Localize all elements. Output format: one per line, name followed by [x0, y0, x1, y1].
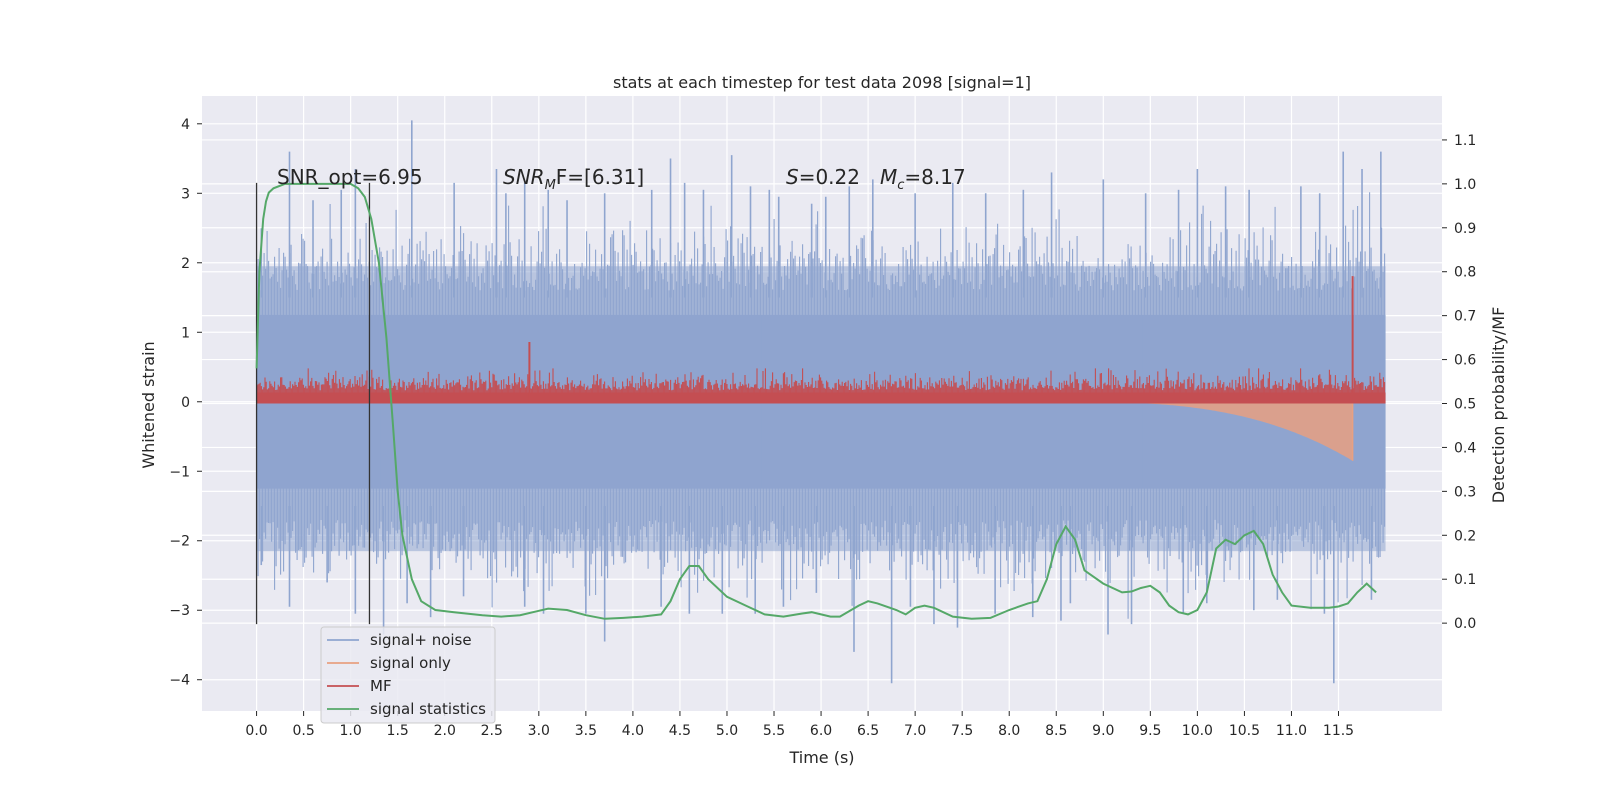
- x-axis-ticks: 0.0 0.5 1.0 1.5 2.0 2.5 3.0 3.5 4.0 4.5 5.0 5.5 6.0 6…: [245, 711, 1354, 739]
- x-tick-label: 4.5: [669, 723, 691, 739]
- x-tick-label: 5.0: [716, 723, 738, 739]
- annotation-snr-opt: SNR_opt=6.95: [277, 165, 423, 189]
- left-tick-label: 4: [181, 117, 190, 133]
- x-tick-label: 0.0: [245, 723, 267, 739]
- left-tick-label: −2: [169, 534, 190, 550]
- x-tick-label: 1.5: [387, 723, 409, 739]
- annotation-s: S=0.22: [786, 165, 860, 189]
- x-tick-label: 3.5: [575, 723, 597, 739]
- x-tick-label: 3.0: [528, 723, 550, 739]
- legend-label-signal-noise: signal+ noise: [370, 631, 472, 649]
- right-tick-label: 0.9: [1454, 221, 1476, 237]
- left-axis-ticks: 4 3 2 1 0 −1 −2 −3 −4: [169, 117, 202, 689]
- legend-box: [320, 626, 496, 724]
- chart-title: stats at each timestep for test data 209…: [613, 73, 1031, 92]
- right-tick-label: 0.7: [1454, 309, 1476, 325]
- right-tick-label: 0.8: [1454, 265, 1476, 281]
- x-tick-label: 10.0: [1182, 723, 1213, 739]
- signal-statistics-line: [255, 182, 1377, 620]
- x-tick-label: 8.5: [1045, 723, 1067, 739]
- x-tick-label: 9.0: [1092, 723, 1114, 739]
- right-tick-label: 0.4: [1454, 440, 1476, 456]
- x-tick-label: 0.5: [292, 723, 314, 739]
- x-axis-label: Time (s): [788, 748, 854, 767]
- x-tick-label: 9.5: [1139, 723, 1161, 739]
- annotation-snr-mf: SNRMF=[6.31]: [503, 165, 644, 193]
- left-tick-label: 3: [181, 186, 190, 202]
- x-tick-label: 2.5: [481, 723, 503, 739]
- right-tick-label: 1.1: [1454, 133, 1476, 149]
- legend-label-signal-statistics: signal statistics: [370, 700, 486, 718]
- x-tick-label: 4.0: [622, 723, 644, 739]
- x-tick-label: 7.0: [904, 723, 926, 739]
- right-tick-label: 0.1: [1454, 572, 1476, 588]
- right-tick-label: 0.2: [1454, 528, 1476, 544]
- left-tick-label: −4: [169, 673, 190, 689]
- legend-label-signal-only: signal only: [370, 654, 451, 672]
- x-tick-label: 7.5: [951, 723, 973, 739]
- annotation-mc: Mc=8.17: [880, 165, 966, 193]
- right-tick-label: 0.3: [1454, 484, 1476, 500]
- x-tick-label: 6.0: [810, 723, 832, 739]
- right-tick-label: 0.6: [1454, 353, 1476, 369]
- left-tick-label: 0: [181, 395, 190, 411]
- right-tick-label: 0.0: [1454, 616, 1476, 632]
- x-tick-label: 6.5: [857, 723, 879, 739]
- vertical-markers: [255, 182, 371, 625]
- x-tick-label: 10.5: [1229, 723, 1260, 739]
- x-tick-label: 11.0: [1276, 723, 1307, 739]
- right-axis-label: Detection probability/MF: [1489, 307, 1508, 504]
- signal-chirp: [1056, 401, 1353, 461]
- signal-only-series: [1056, 401, 1354, 461]
- left-tick-label: −1: [169, 464, 190, 480]
- x-tick-label: 1.0: [340, 723, 362, 739]
- left-tick-label: 2: [181, 256, 190, 272]
- left-tick-label: −3: [169, 603, 190, 619]
- x-tick-label: 5.5: [763, 723, 785, 739]
- signal-statistics-series: [255, 182, 1377, 620]
- mf-series: [256, 276, 1386, 404]
- x-tick-label: 8.0: [998, 723, 1020, 739]
- left-tick-label: 1: [181, 325, 190, 341]
- x-tick-label: 2.0: [434, 723, 456, 739]
- right-tick-label: 1.0: [1454, 177, 1476, 193]
- right-tick-label: 0.5: [1454, 397, 1476, 413]
- left-axis-label: Whitened strain: [139, 341, 158, 468]
- right-axis-ticks: 1.1 1.0 0.9 0.8 0.7 0.6 0.5 0.4 0.3 0.2 0.1 0.0: [1442, 133, 1476, 632]
- legend-label-mf: MF: [370, 677, 392, 695]
- legend: signal+ noise signal only MF signal stat…: [320, 626, 496, 724]
- x-tick-label: 11.5: [1323, 723, 1354, 739]
